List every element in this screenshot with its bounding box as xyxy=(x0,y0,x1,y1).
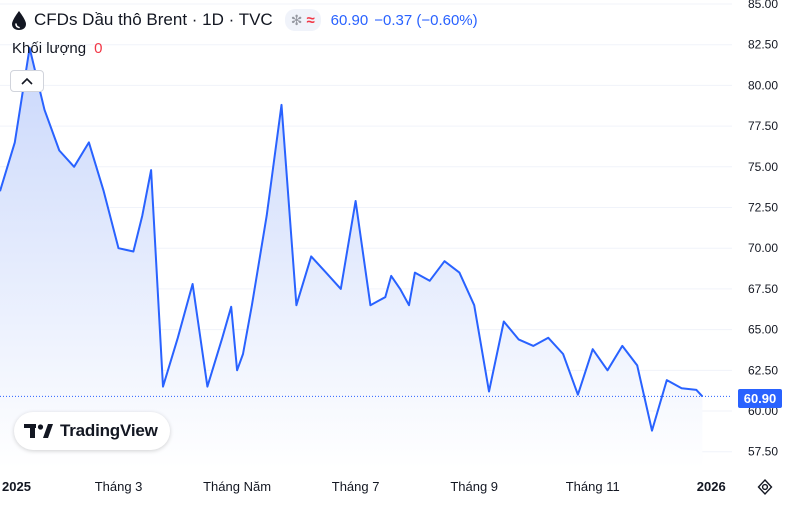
y-tick-label: 65.00 xyxy=(748,323,778,337)
settings-button[interactable] xyxy=(755,477,775,497)
last-price-badge: 60.90 xyxy=(738,389,782,408)
oil-drop-icon xyxy=(12,11,26,30)
symbol-title[interactable]: CFDs Dầu thô Brent · 1D · TVC xyxy=(34,10,273,29)
price-change: −0.37 (−0.60%) xyxy=(374,11,478,29)
x-tick-label: 2026 xyxy=(697,479,726,494)
y-tick-label: 67.50 xyxy=(748,282,778,296)
y-tick-label: 85.00 xyxy=(748,0,778,11)
y-tick-label: 82.50 xyxy=(748,38,778,52)
collapse-legend-button[interactable] xyxy=(10,70,44,92)
volume-label: Khối lượng xyxy=(12,40,87,57)
y-tick-label: 80.00 xyxy=(748,78,778,92)
gear-icon xyxy=(757,478,773,496)
y-tick-label: 75.00 xyxy=(748,160,778,174)
x-tick-label: Tháng Năm xyxy=(203,479,271,494)
x-tick-label: 2025 xyxy=(2,479,31,494)
tradingview-logo[interactable]: TradingView xyxy=(14,412,170,450)
approx-icon: ≈ xyxy=(306,11,315,29)
volume-legend: Khối lượng 0 xyxy=(12,40,102,57)
y-tick-label: 77.50 xyxy=(748,119,778,133)
x-tick-label: Tháng 7 xyxy=(332,479,380,494)
y-tick-label: 62.50 xyxy=(748,363,778,377)
indicator-pill[interactable]: ✻ ≈ xyxy=(284,9,321,31)
x-tick-label: Tháng 9 xyxy=(450,479,498,494)
x-tick-label: Tháng 11 xyxy=(566,479,620,494)
price-line xyxy=(0,47,704,432)
x-tick-label: Tháng 3 xyxy=(95,479,143,494)
chevron-up-icon xyxy=(21,77,33,85)
tradingview-logo-text: TradingView xyxy=(60,421,158,440)
price-area xyxy=(0,48,703,468)
y-tick-label: 70.00 xyxy=(748,241,778,255)
last-price-value: 60.90 xyxy=(330,11,369,29)
asterisk-icon: ✻ xyxy=(290,11,303,28)
tradingview-logo-icon xyxy=(24,424,53,438)
symbol-legend: CFDs Dầu thô Brent · 1D · TVC ✻ ≈ 60.90 … xyxy=(10,8,478,32)
volume-value: 0 xyxy=(94,40,103,57)
y-tick-label: 57.50 xyxy=(748,445,778,459)
time-axis[interactable]: 2025 Tháng 3 Tháng Năm Tháng 7 Tháng 9 Tháng … xyxy=(2,479,726,494)
y-tick-label: 72.50 xyxy=(748,201,778,215)
